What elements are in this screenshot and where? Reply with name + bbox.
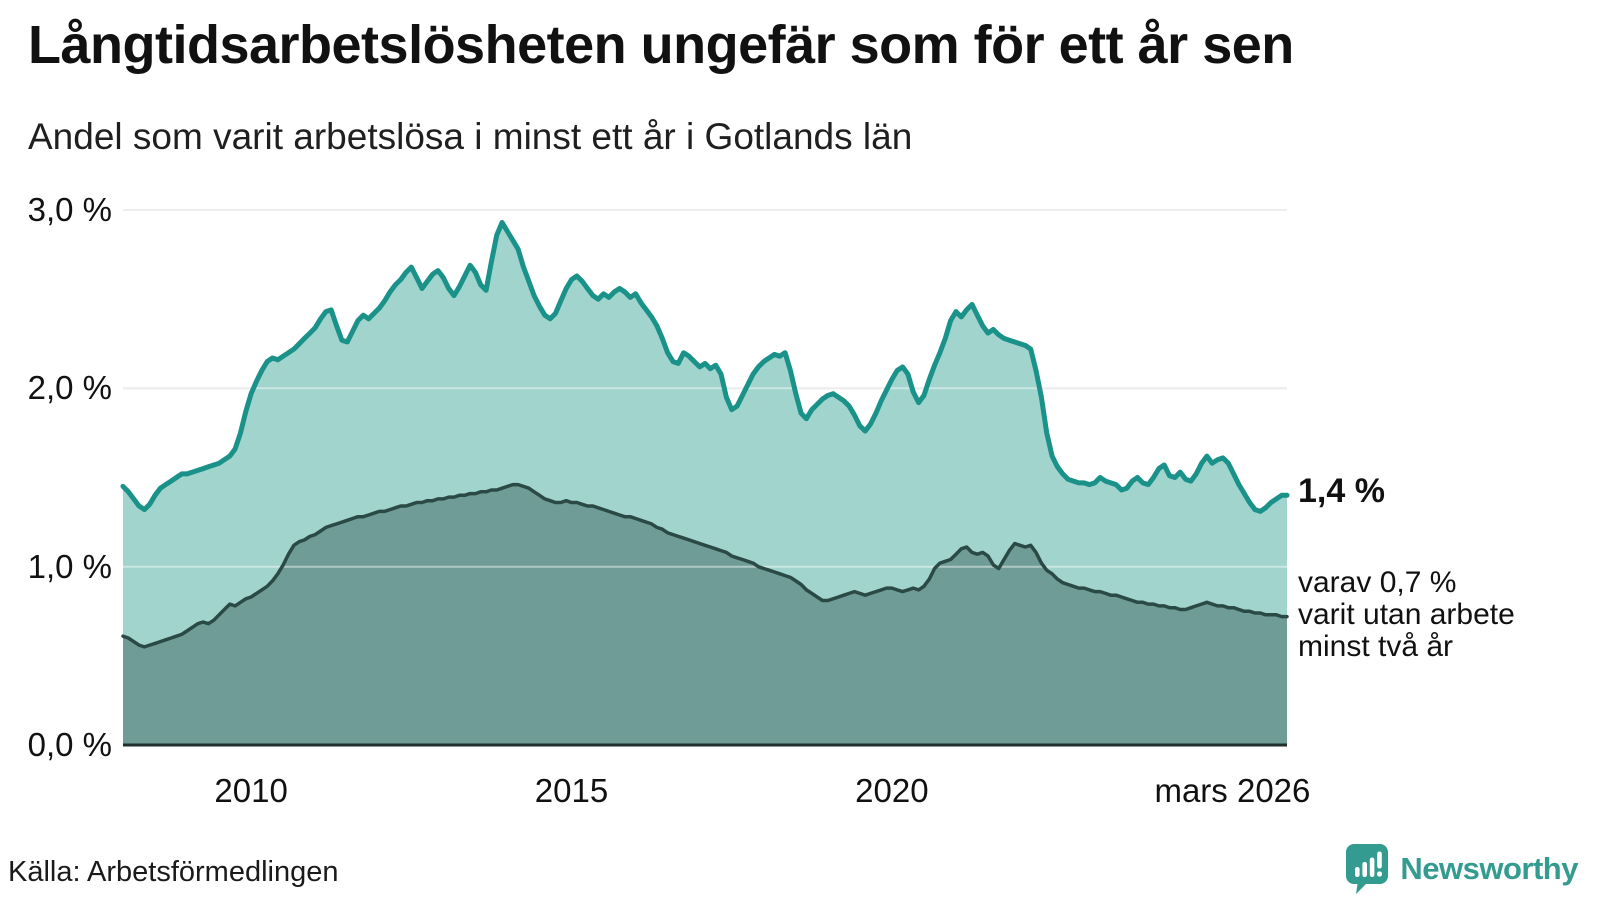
newsworthy-wordmark: Newsworthy [1400,851,1578,886]
x-axis-tick-2020: 2020 [855,772,929,809]
y-axis-tick-3: 3,0 % [27,191,112,228]
page-title: Långtidsarbetslösheten ungefär som för e… [28,15,1294,75]
secondary-value-line-3: minst två år [1298,629,1454,663]
bar-chart-speech-bubble-icon [1346,844,1389,894]
x-axis-tick-2015: 2015 [534,772,609,809]
secondary-value-label: varav 0,7 % varit utan arbete minst två … [1298,565,1515,663]
chart-subtitle: Andel som varit arbetslösa i minst ett å… [28,116,913,157]
secondary-value-line-2: varit utan arbete [1298,597,1515,631]
latest-value-label: 1,4 % [1298,472,1385,511]
secondary-value-line-1: varav 0,7 % [1298,565,1457,599]
y-axis-tick-0: 0,0 % [27,726,112,763]
source-credit: Källa: Arbetsförmedlingen [8,856,339,888]
y-axis-tick-2: 2,0 % [27,369,112,407]
y-axis-tick-1: 1,0 % [27,547,112,585]
newsworthy-logo: Newsworthy [1344,843,1578,895]
x-axis-tick-2010: 2010 [214,772,288,809]
x-axis-tick-mars-2026: mars 2026 [1154,772,1311,809]
